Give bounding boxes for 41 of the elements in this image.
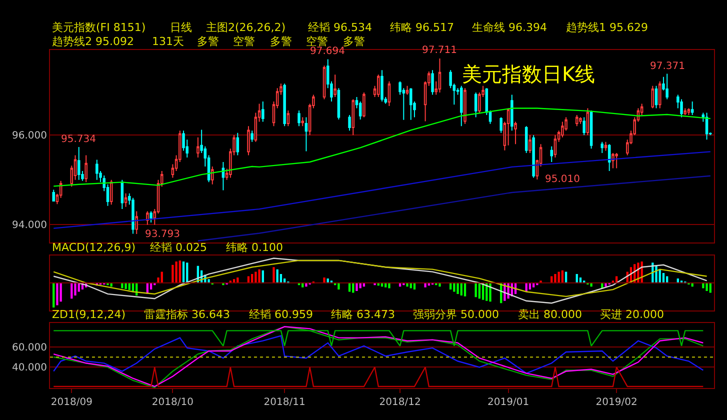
annotation: 95.734 [61,134,96,145]
x-tick-label: 2018/11 [264,397,306,408]
text: 纬略 96.517 [390,21,454,34]
text: 趋势线1 95.629 [566,21,648,34]
annotation: 93.793 [145,229,180,240]
annotation: MACD(12,26,9) [52,241,136,254]
annotation: 97.711 [422,45,457,56]
x-tick-label: 2019/01 [488,397,530,408]
text: 卖出 80.000 [518,308,582,321]
annotation: 经韬 0.025 [150,241,207,254]
text: 经韬 96.534 [308,21,372,34]
text: 美元指数日K线 [462,62,596,86]
text: 多警 [343,35,365,48]
text: 空警 [306,35,328,48]
text: 经韬 60.959 [249,308,313,321]
text: 雷霆指标 36.643 [144,308,230,321]
text: 131天 [152,35,184,48]
x-tick-label: 2018/12 [379,397,421,408]
text: 多警 [197,35,219,48]
text: 趋势线2 95.092 [52,35,134,48]
x-tick-label: 2019/02 [596,397,638,408]
y-tick-label: 60.000 [12,342,47,354]
text: 空警 [233,35,255,48]
text: 主图2(26,26,2) [206,21,286,34]
y-tick-label: 94.000 [12,220,47,232]
text: 生命线 96.394 [472,21,547,34]
annotation: 纬略 0.100 [226,241,283,254]
text: 日线 [170,21,192,34]
y-tick-label: 40.000 [12,362,47,374]
text: 美元指数(FI 8151) [52,21,146,34]
y-tick-label: 96.000 [12,130,47,142]
text: ZD1(9,12,24) [52,308,126,321]
annotation: 95.010 [545,174,580,185]
text: 买进 20.000 [600,308,664,321]
text: 纬略 63.473 [331,308,395,321]
annotation: 97.694 [310,46,345,57]
text: 多警 [270,35,292,48]
annotation: 97.371 [650,61,685,72]
x-tick-label: 2018/10 [152,397,194,408]
text: 强弱分界 50.000 [413,308,499,321]
x-tick-label: 2018/09 [50,397,92,408]
